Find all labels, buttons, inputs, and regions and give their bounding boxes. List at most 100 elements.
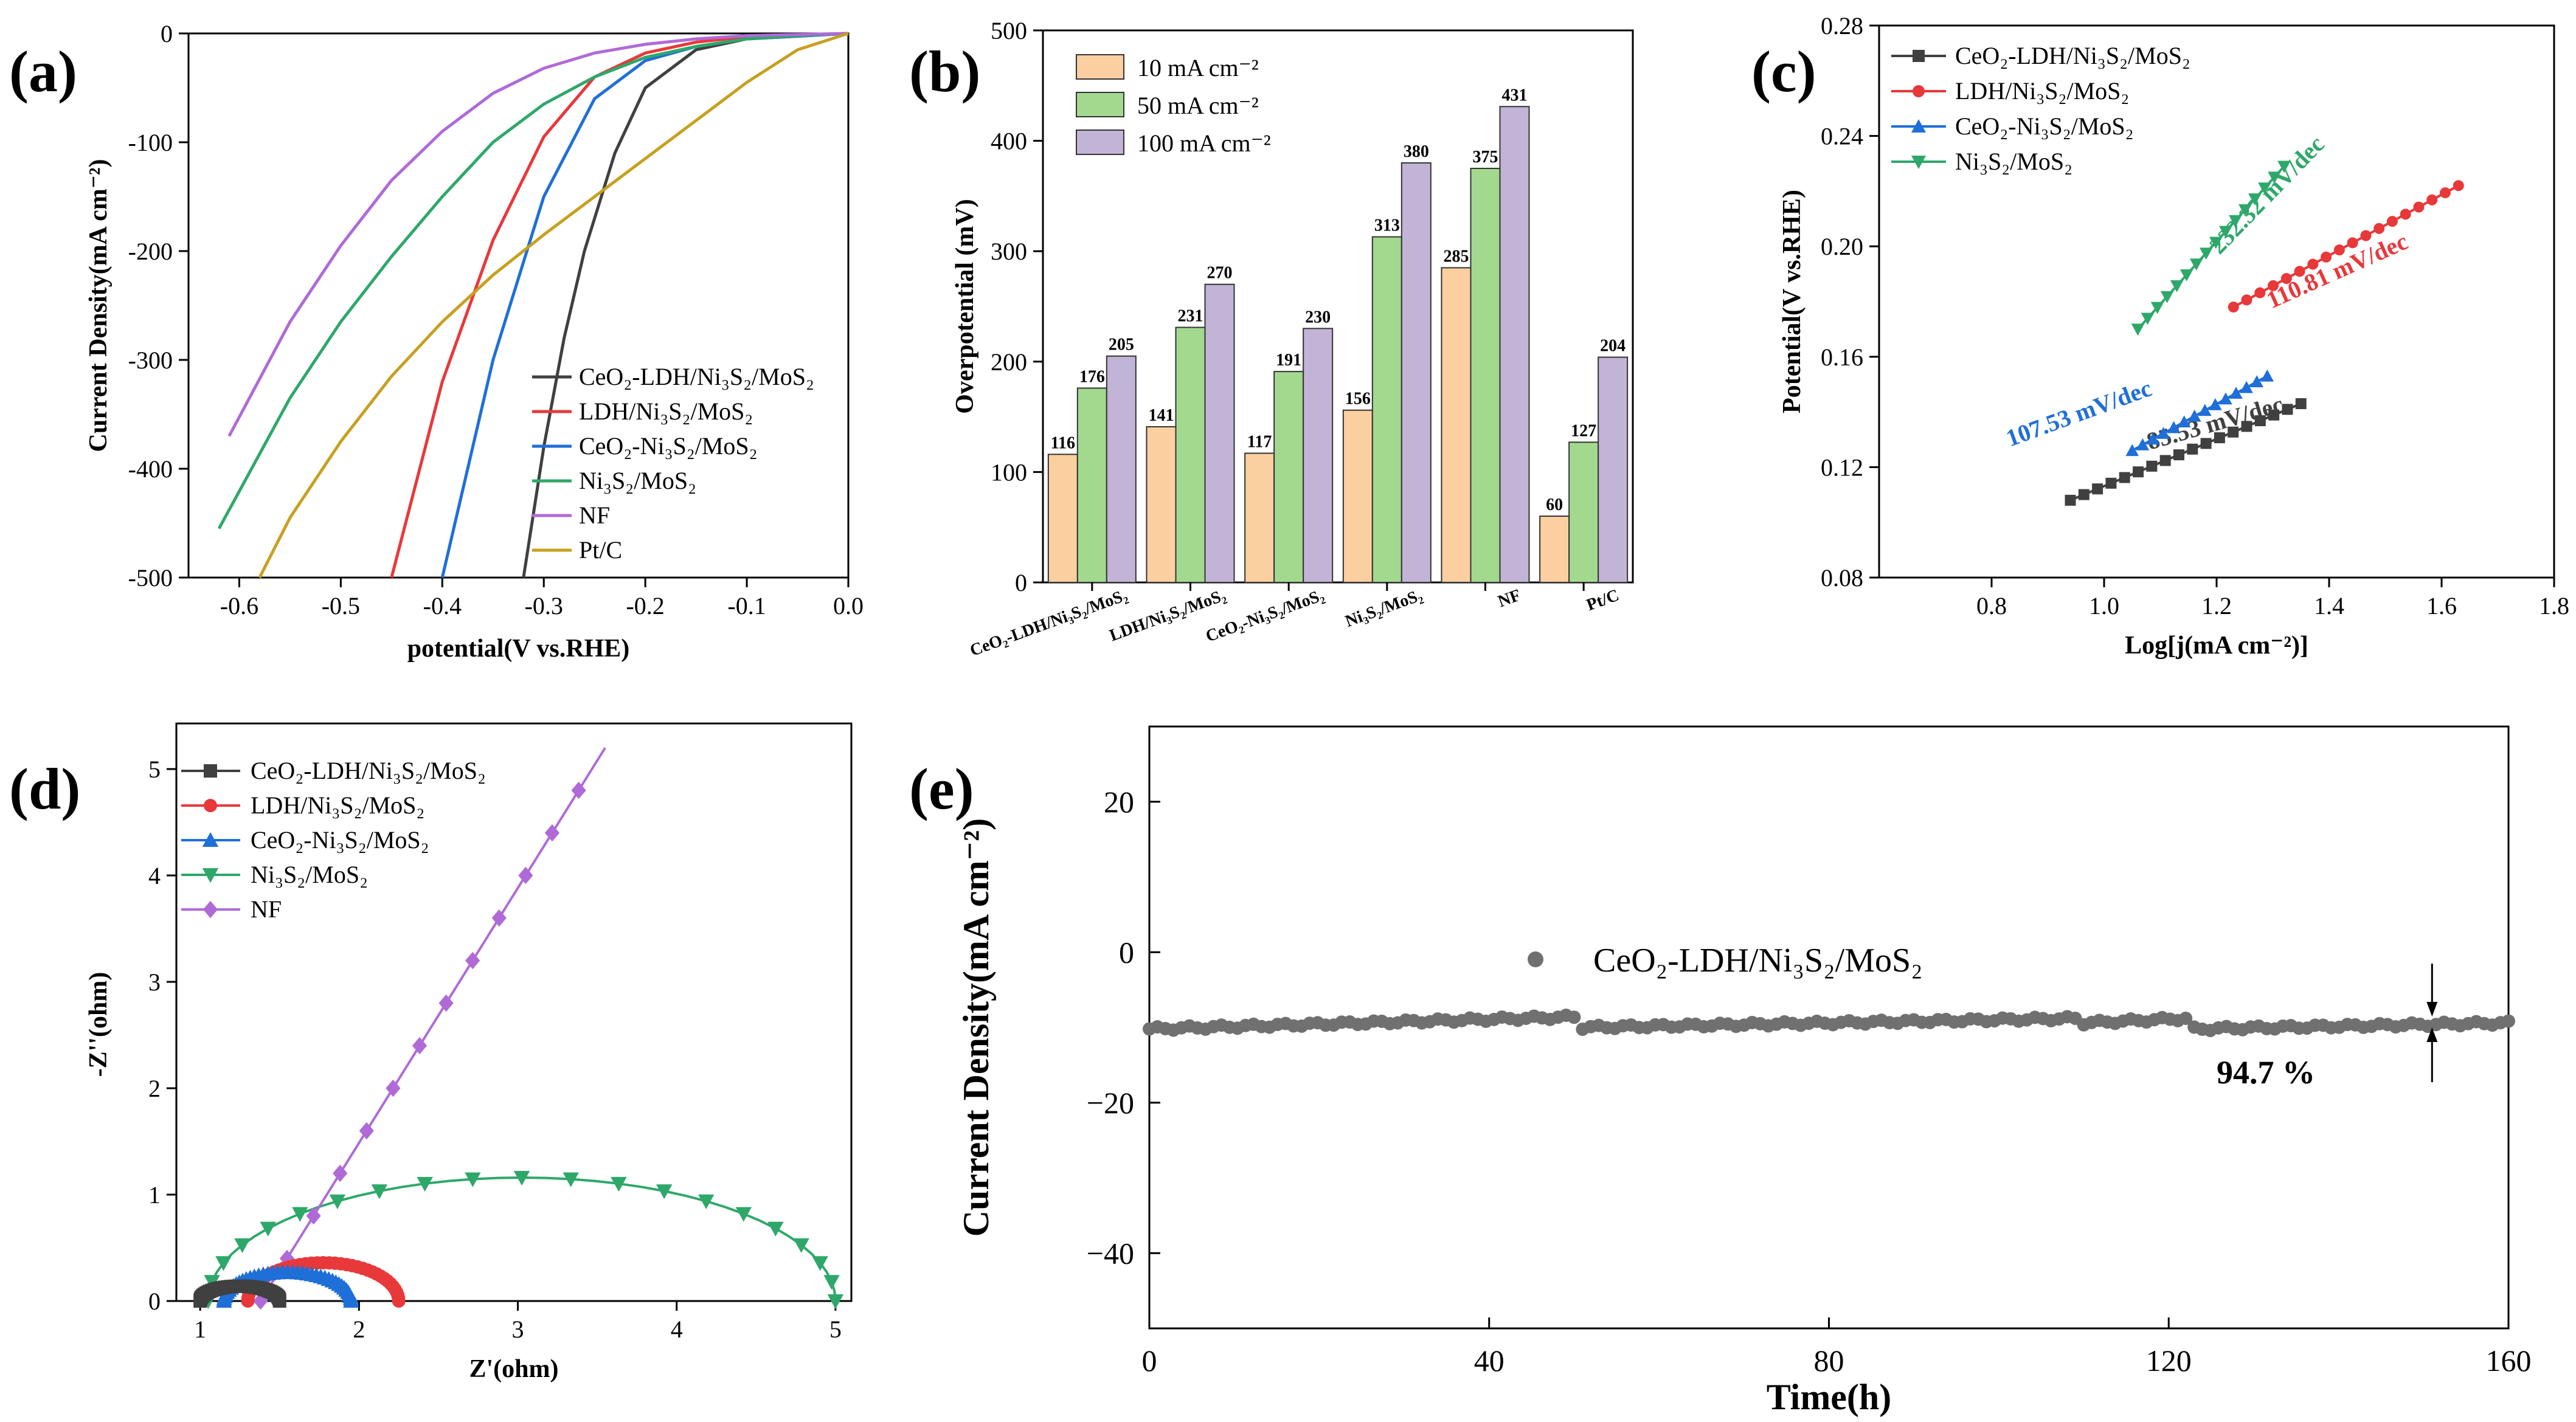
y-tick-label: 500 bbox=[991, 17, 1027, 44]
legend-entry: LDH/Ni₃S₂/MoS₂ bbox=[579, 398, 753, 425]
y-tick-label: 1 bbox=[148, 1181, 161, 1209]
bar-value-label: 380 bbox=[1404, 142, 1429, 161]
y-tick-label: 200 bbox=[991, 348, 1027, 376]
data-point bbox=[2173, 449, 2184, 461]
bar bbox=[1598, 356, 1629, 583]
data-point bbox=[563, 1172, 579, 1187]
x-tick-label: -0.6 bbox=[220, 592, 258, 620]
data-point bbox=[823, 1275, 840, 1290]
x-tick-label: 1 bbox=[194, 1316, 206, 1343]
data-point bbox=[2260, 369, 2274, 382]
y-tick-label: 20 bbox=[1104, 785, 1134, 819]
legend-swatch-marker bbox=[1528, 951, 1543, 967]
plot-frame bbox=[175, 722, 853, 1302]
data-point bbox=[2439, 187, 2451, 199]
bar-value-label: 313 bbox=[1374, 216, 1400, 235]
plot-frame bbox=[1042, 29, 1634, 584]
x-tick-label: 3 bbox=[512, 1316, 524, 1343]
bar-value-label: 116 bbox=[1051, 433, 1075, 452]
series-line-3 bbox=[217, 32, 849, 530]
bar-value-label: 60 bbox=[1546, 495, 1563, 514]
x-tick-label: 160 bbox=[2486, 1344, 2532, 1378]
legend-entry: 10 mA cm⁻² bbox=[1137, 54, 1259, 81]
y-tick-label: 0.12 bbox=[1821, 454, 1863, 481]
data-point bbox=[392, 1294, 406, 1308]
legend-swatch-marker bbox=[204, 764, 217, 778]
legend-swatch bbox=[1076, 129, 1124, 155]
legend-swatch-marker bbox=[1911, 119, 1926, 133]
legend-swatch-marker bbox=[202, 868, 219, 883]
x-axis-title: Time(h) bbox=[1767, 1377, 1892, 1417]
legend-entry: Ni₃S₂/MoS₂ bbox=[1955, 148, 2072, 175]
panel-label-d: (d) bbox=[9, 756, 80, 821]
bar bbox=[1047, 454, 1078, 583]
slope-label: 110.81 mV/dec bbox=[2262, 227, 2412, 314]
panel-label-c: (c) bbox=[1751, 39, 1816, 104]
data-point bbox=[2294, 266, 2305, 277]
bar bbox=[1371, 236, 1402, 584]
data-point bbox=[2268, 171, 2281, 184]
data-point bbox=[827, 1294, 844, 1310]
panel-label-b: (b) bbox=[909, 39, 980, 104]
legend-entry: 100 mA cm⁻² bbox=[1137, 129, 1271, 157]
bar-value-label: 431 bbox=[1502, 86, 1528, 105]
data-point bbox=[2189, 258, 2203, 271]
legend-entry: CeO₂-LDH/Ni₃S₂/MoS₂ bbox=[251, 757, 486, 784]
data-point bbox=[2295, 398, 2307, 409]
y-tick-label: 0.28 bbox=[1821, 12, 1863, 40]
data-point bbox=[2092, 483, 2103, 495]
data-point bbox=[2156, 427, 2170, 439]
data-point bbox=[571, 781, 586, 799]
plot-frame bbox=[1878, 24, 2555, 579]
slope-label: 232.32 mV/dec bbox=[2204, 130, 2330, 259]
y-tick-label: 0 bbox=[161, 20, 173, 47]
data-point bbox=[735, 1207, 752, 1222]
data-point bbox=[2400, 209, 2411, 220]
data-point bbox=[412, 1037, 428, 1055]
series-0 bbox=[1143, 1008, 2515, 1037]
series-1 bbox=[2228, 180, 2464, 313]
legend-entry: Ni₃S₂/MoS₂ bbox=[251, 861, 368, 888]
legend-entry: 50 mA cm⁻² bbox=[1137, 92, 1259, 119]
series-3 bbox=[200, 1171, 844, 1310]
legend-entry: LDH/Ni₃S₂/MoS₂ bbox=[251, 792, 424, 819]
legend-entry: CeO₂-LDH/Ni₃S₂/MoS₂ bbox=[1593, 942, 1923, 979]
data-point bbox=[465, 1172, 481, 1187]
data-point bbox=[2426, 194, 2438, 205]
y-tick-label: −40 bbox=[1087, 1236, 1134, 1270]
slope-label: 107.53 mV/dec bbox=[2003, 374, 2155, 452]
data-point bbox=[2386, 216, 2398, 227]
data-point bbox=[2413, 201, 2425, 213]
data-point bbox=[2219, 392, 2232, 405]
data-point bbox=[491, 909, 507, 927]
x-tick-label: 5 bbox=[829, 1316, 842, 1343]
bar bbox=[1273, 371, 1304, 583]
legend-entry: NF bbox=[251, 896, 282, 923]
y-axis-title: Current Density(mA cm⁻²) bbox=[85, 159, 113, 452]
data-point bbox=[2373, 223, 2385, 234]
bar bbox=[1244, 452, 1275, 584]
data-point bbox=[2282, 404, 2293, 415]
bar-value-label: 141 bbox=[1149, 406, 1174, 425]
data-point bbox=[333, 1164, 348, 1182]
x-tick-label: -0.1 bbox=[727, 592, 766, 620]
data-point bbox=[2228, 302, 2239, 313]
y-tick-label: -100 bbox=[128, 129, 173, 156]
data-point bbox=[2280, 273, 2292, 285]
data-point bbox=[2453, 180, 2464, 192]
data-point bbox=[272, 1294, 286, 1308]
data-point bbox=[386, 1079, 401, 1097]
data-point bbox=[359, 1122, 374, 1140]
y-tick-label: 0.16 bbox=[1821, 343, 1863, 371]
series-3 bbox=[2131, 160, 2291, 336]
data-point bbox=[2187, 443, 2198, 455]
data-point bbox=[2258, 182, 2271, 195]
x-tick-label: Pt/C bbox=[1584, 585, 1622, 615]
data-point bbox=[371, 1184, 388, 1199]
data-point bbox=[2119, 472, 2130, 483]
data-point bbox=[2228, 426, 2239, 438]
retention-annotation: 94.7 % bbox=[2217, 1054, 2315, 1091]
bar bbox=[1303, 328, 1334, 583]
series-line bbox=[259, 747, 606, 1302]
bar bbox=[1342, 409, 1373, 583]
